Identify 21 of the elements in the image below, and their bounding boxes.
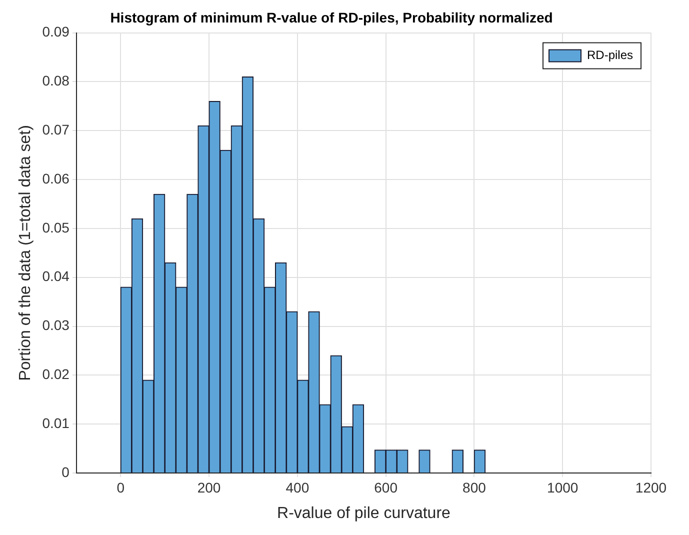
x-tick-label: 200: [197, 479, 221, 496]
y-tick-label: 0.07: [42, 121, 70, 138]
x-tick-label: 800: [462, 479, 486, 496]
x-tick-label: 600: [374, 479, 398, 496]
x-tick-label: 400: [286, 479, 310, 496]
y-tick-label: 0.05: [42, 219, 70, 236]
y-tick-label: 0: [62, 464, 70, 480]
y-tick-label: 0.02: [42, 366, 70, 382]
y-tick-label: 0.08: [42, 72, 70, 89]
chart-title: Histogram of minimum R-value of RD-piles, Probability normalized: [110, 9, 553, 26]
y-axis-title: Portion of the data (1=total data set): [17, 125, 34, 381]
legend-label: RD-piles: [586, 48, 634, 62]
x-tick-label: 0: [116, 479, 125, 496]
x-tick-label: 1000: [547, 479, 578, 496]
y-tick-label: 0.09: [42, 24, 70, 40]
y-tick-label: 0.04: [42, 268, 70, 284]
x-axis-title: R-value of pile curvature: [277, 504, 451, 522]
x-tick-label: 1200: [635, 479, 667, 496]
y-tick-label: 0.06: [42, 170, 70, 186]
y-tick-label: 0.01: [42, 414, 70, 431]
y-tick-label: 0.03: [42, 317, 70, 334]
